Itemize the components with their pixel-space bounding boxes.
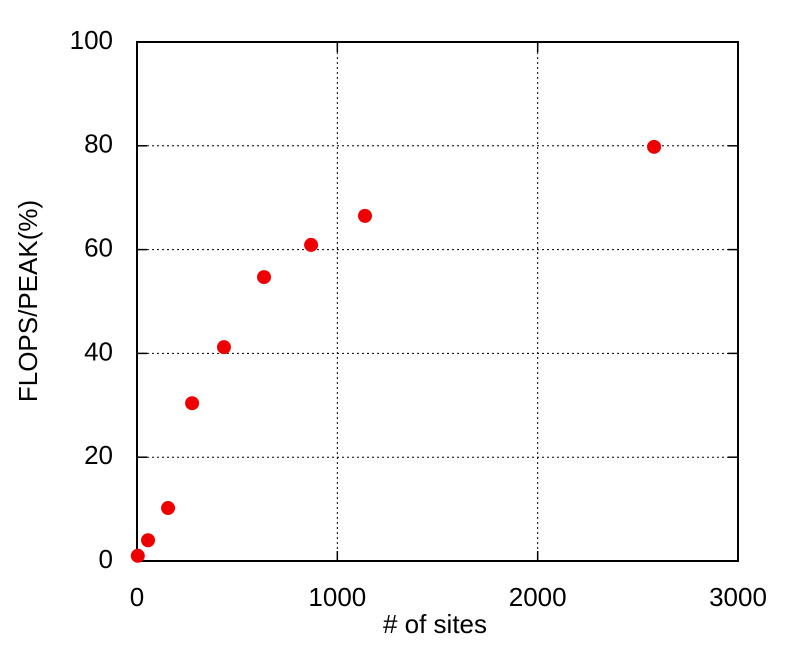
point: [304, 237, 319, 252]
y-axis-label: FLOPS/PEAK(%): [13, 200, 43, 402]
y-tick-label: 100: [70, 25, 113, 55]
x-tick-label: 2000: [509, 582, 567, 612]
y-tick-label: 80: [84, 129, 113, 159]
y-tick-label: 60: [84, 232, 113, 262]
point: [141, 533, 156, 548]
x-tick-label: 3000: [709, 582, 767, 612]
point: [130, 548, 145, 563]
point: [257, 270, 272, 285]
point: [161, 501, 176, 516]
y-tick-label: 40: [84, 336, 113, 366]
point: [185, 396, 200, 411]
point: [647, 139, 662, 154]
x-axis-label: # of sites: [383, 609, 487, 639]
y-tick-label: 20: [84, 440, 113, 470]
x-tick-label: 1000: [308, 582, 366, 612]
plot-frame: [136, 41, 739, 562]
y-tick-label: 0: [99, 544, 113, 574]
x-tick-label: 0: [130, 582, 144, 612]
point: [216, 340, 231, 355]
point: [357, 208, 372, 223]
